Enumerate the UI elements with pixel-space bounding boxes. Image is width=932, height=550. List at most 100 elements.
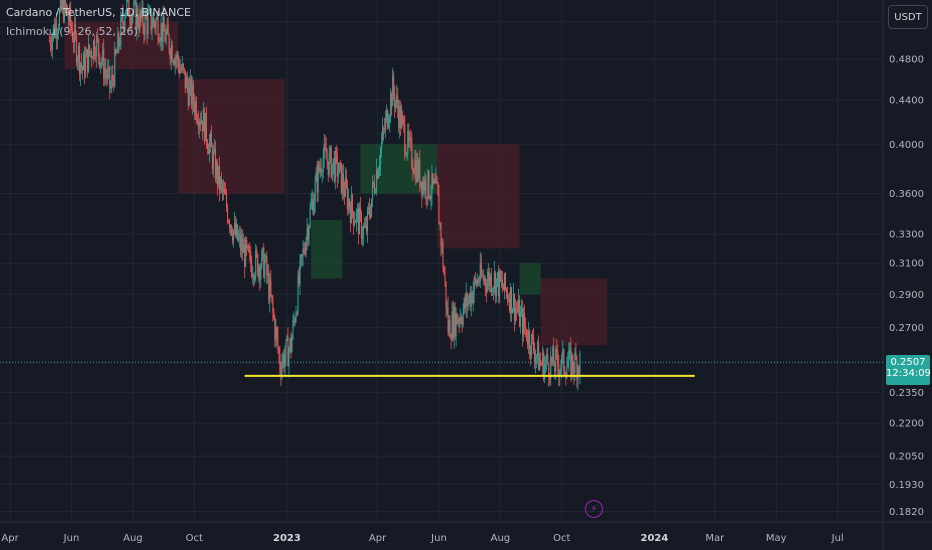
- candle-body: [566, 367, 568, 378]
- candle-body: [273, 311, 275, 319]
- time-axis[interactable]: Apr Jun Aug Oct 2023 Apr Jun Aug Oct 2024 Mar May Ju…: [1, 533, 843, 544]
- candle-body: [145, 14, 147, 19]
- candle-body: [246, 239, 248, 248]
- candle-body: [346, 186, 348, 210]
- y-tick-label: 0.2200: [889, 419, 924, 430]
- candle-body: [148, 10, 150, 14]
- candle-body: [492, 287, 494, 290]
- candle-body: [340, 162, 342, 193]
- candle-body: [180, 69, 182, 71]
- candle-body: [455, 313, 457, 337]
- candle-body: [107, 69, 109, 79]
- candle-body: [122, 14, 124, 23]
- candle-body: [154, 23, 156, 29]
- candle-body: [144, 14, 146, 35]
- candle-body: [541, 363, 543, 366]
- candle-body: [489, 275, 491, 286]
- candle-body: [243, 244, 245, 253]
- price-axis[interactable]: 0.52000.48000.44000.40000.36000.33000.31…: [889, 17, 924, 518]
- candle-body: [269, 280, 271, 302]
- candle-body: [402, 114, 404, 119]
- candle-body: [460, 316, 462, 322]
- candle-body: [261, 251, 263, 268]
- candle-body: [48, 40, 50, 42]
- candle-body: [109, 66, 111, 88]
- candle-body: [296, 313, 298, 314]
- candle-body: [529, 331, 531, 351]
- candle-body: [300, 254, 302, 260]
- candle-body: [131, 15, 133, 26]
- candle-body: [313, 201, 315, 215]
- candle-body: [215, 162, 218, 179]
- candle-body: [202, 109, 204, 132]
- candle-body: [349, 207, 351, 223]
- last-price-tag: 0.2507 12:34:09: [886, 355, 931, 386]
- candle-body: [396, 95, 398, 102]
- candle-body: [164, 31, 166, 42]
- candle-body: [301, 254, 303, 256]
- candle-body: [344, 177, 346, 197]
- x-tick-label: Apr: [369, 533, 387, 544]
- x-tick-label: May: [766, 533, 787, 544]
- candle-body: [204, 112, 206, 142]
- candle-body: [524, 313, 526, 327]
- bar-countdown: 12:34:09: [886, 368, 931, 380]
- candle-body: [384, 128, 386, 130]
- candle-body: [315, 171, 317, 181]
- candle-body: [513, 294, 516, 321]
- candle-body: [528, 331, 530, 345]
- candle-body: [442, 243, 444, 269]
- candle-body: [72, 40, 75, 44]
- candle-body: [285, 339, 287, 357]
- candle-body: [61, 0, 63, 10]
- candle-body: [266, 255, 268, 276]
- candle-body: [354, 222, 356, 224]
- lightning-bolt-icon[interactable]: ⚡: [585, 500, 603, 518]
- candle-body: [370, 198, 373, 217]
- candle-body: [399, 106, 401, 129]
- candle-body: [352, 211, 354, 226]
- candle-body: [534, 350, 536, 363]
- candle-body: [443, 268, 445, 275]
- candle-body: [138, 24, 140, 30]
- x-tick-label: Oct: [186, 533, 203, 544]
- currency-button[interactable]: USDT: [888, 5, 928, 29]
- candle-body: [104, 69, 106, 79]
- candle-body: [132, 12, 134, 16]
- candle-body: [290, 338, 292, 353]
- candle-body: [418, 159, 420, 179]
- candle-body: [57, 28, 59, 34]
- candle-body: [422, 180, 424, 197]
- candle-body: [459, 316, 461, 323]
- candle-body: [431, 173, 433, 196]
- candle-body: [170, 45, 172, 60]
- candle-body: [543, 353, 545, 380]
- candle-body: [87, 49, 89, 72]
- candle-body: [272, 299, 274, 312]
- candle-body: [458, 320, 460, 323]
- candle-body: [525, 326, 527, 329]
- candle-body: [82, 66, 84, 71]
- candle-body: [53, 25, 55, 37]
- candle-body: [92, 57, 94, 59]
- indicator-label[interactable]: Ichimoku (9, 26, 52, 26): [6, 25, 138, 38]
- candle-body: [339, 162, 341, 164]
- candle-body: [65, 4, 68, 7]
- candle-body: [411, 139, 413, 167]
- candle-body: [123, 22, 125, 29]
- candle-body: [471, 292, 473, 304]
- candle-body: [172, 61, 174, 63]
- candle-body: [64, 0, 66, 5]
- candle-body: [500, 280, 502, 281]
- candle-body: [176, 54, 178, 59]
- candle-body: [523, 313, 525, 336]
- candle-body: [263, 248, 265, 278]
- chart-title: Cardano / TetherUS, 1D, BINANCE: [6, 6, 191, 19]
- candle-body: [169, 50, 171, 60]
- candle-body: [50, 46, 52, 50]
- candle-body: [56, 33, 58, 39]
- candle-body: [479, 262, 481, 282]
- candle-body: [51, 35, 53, 50]
- candle-body: [437, 182, 439, 196]
